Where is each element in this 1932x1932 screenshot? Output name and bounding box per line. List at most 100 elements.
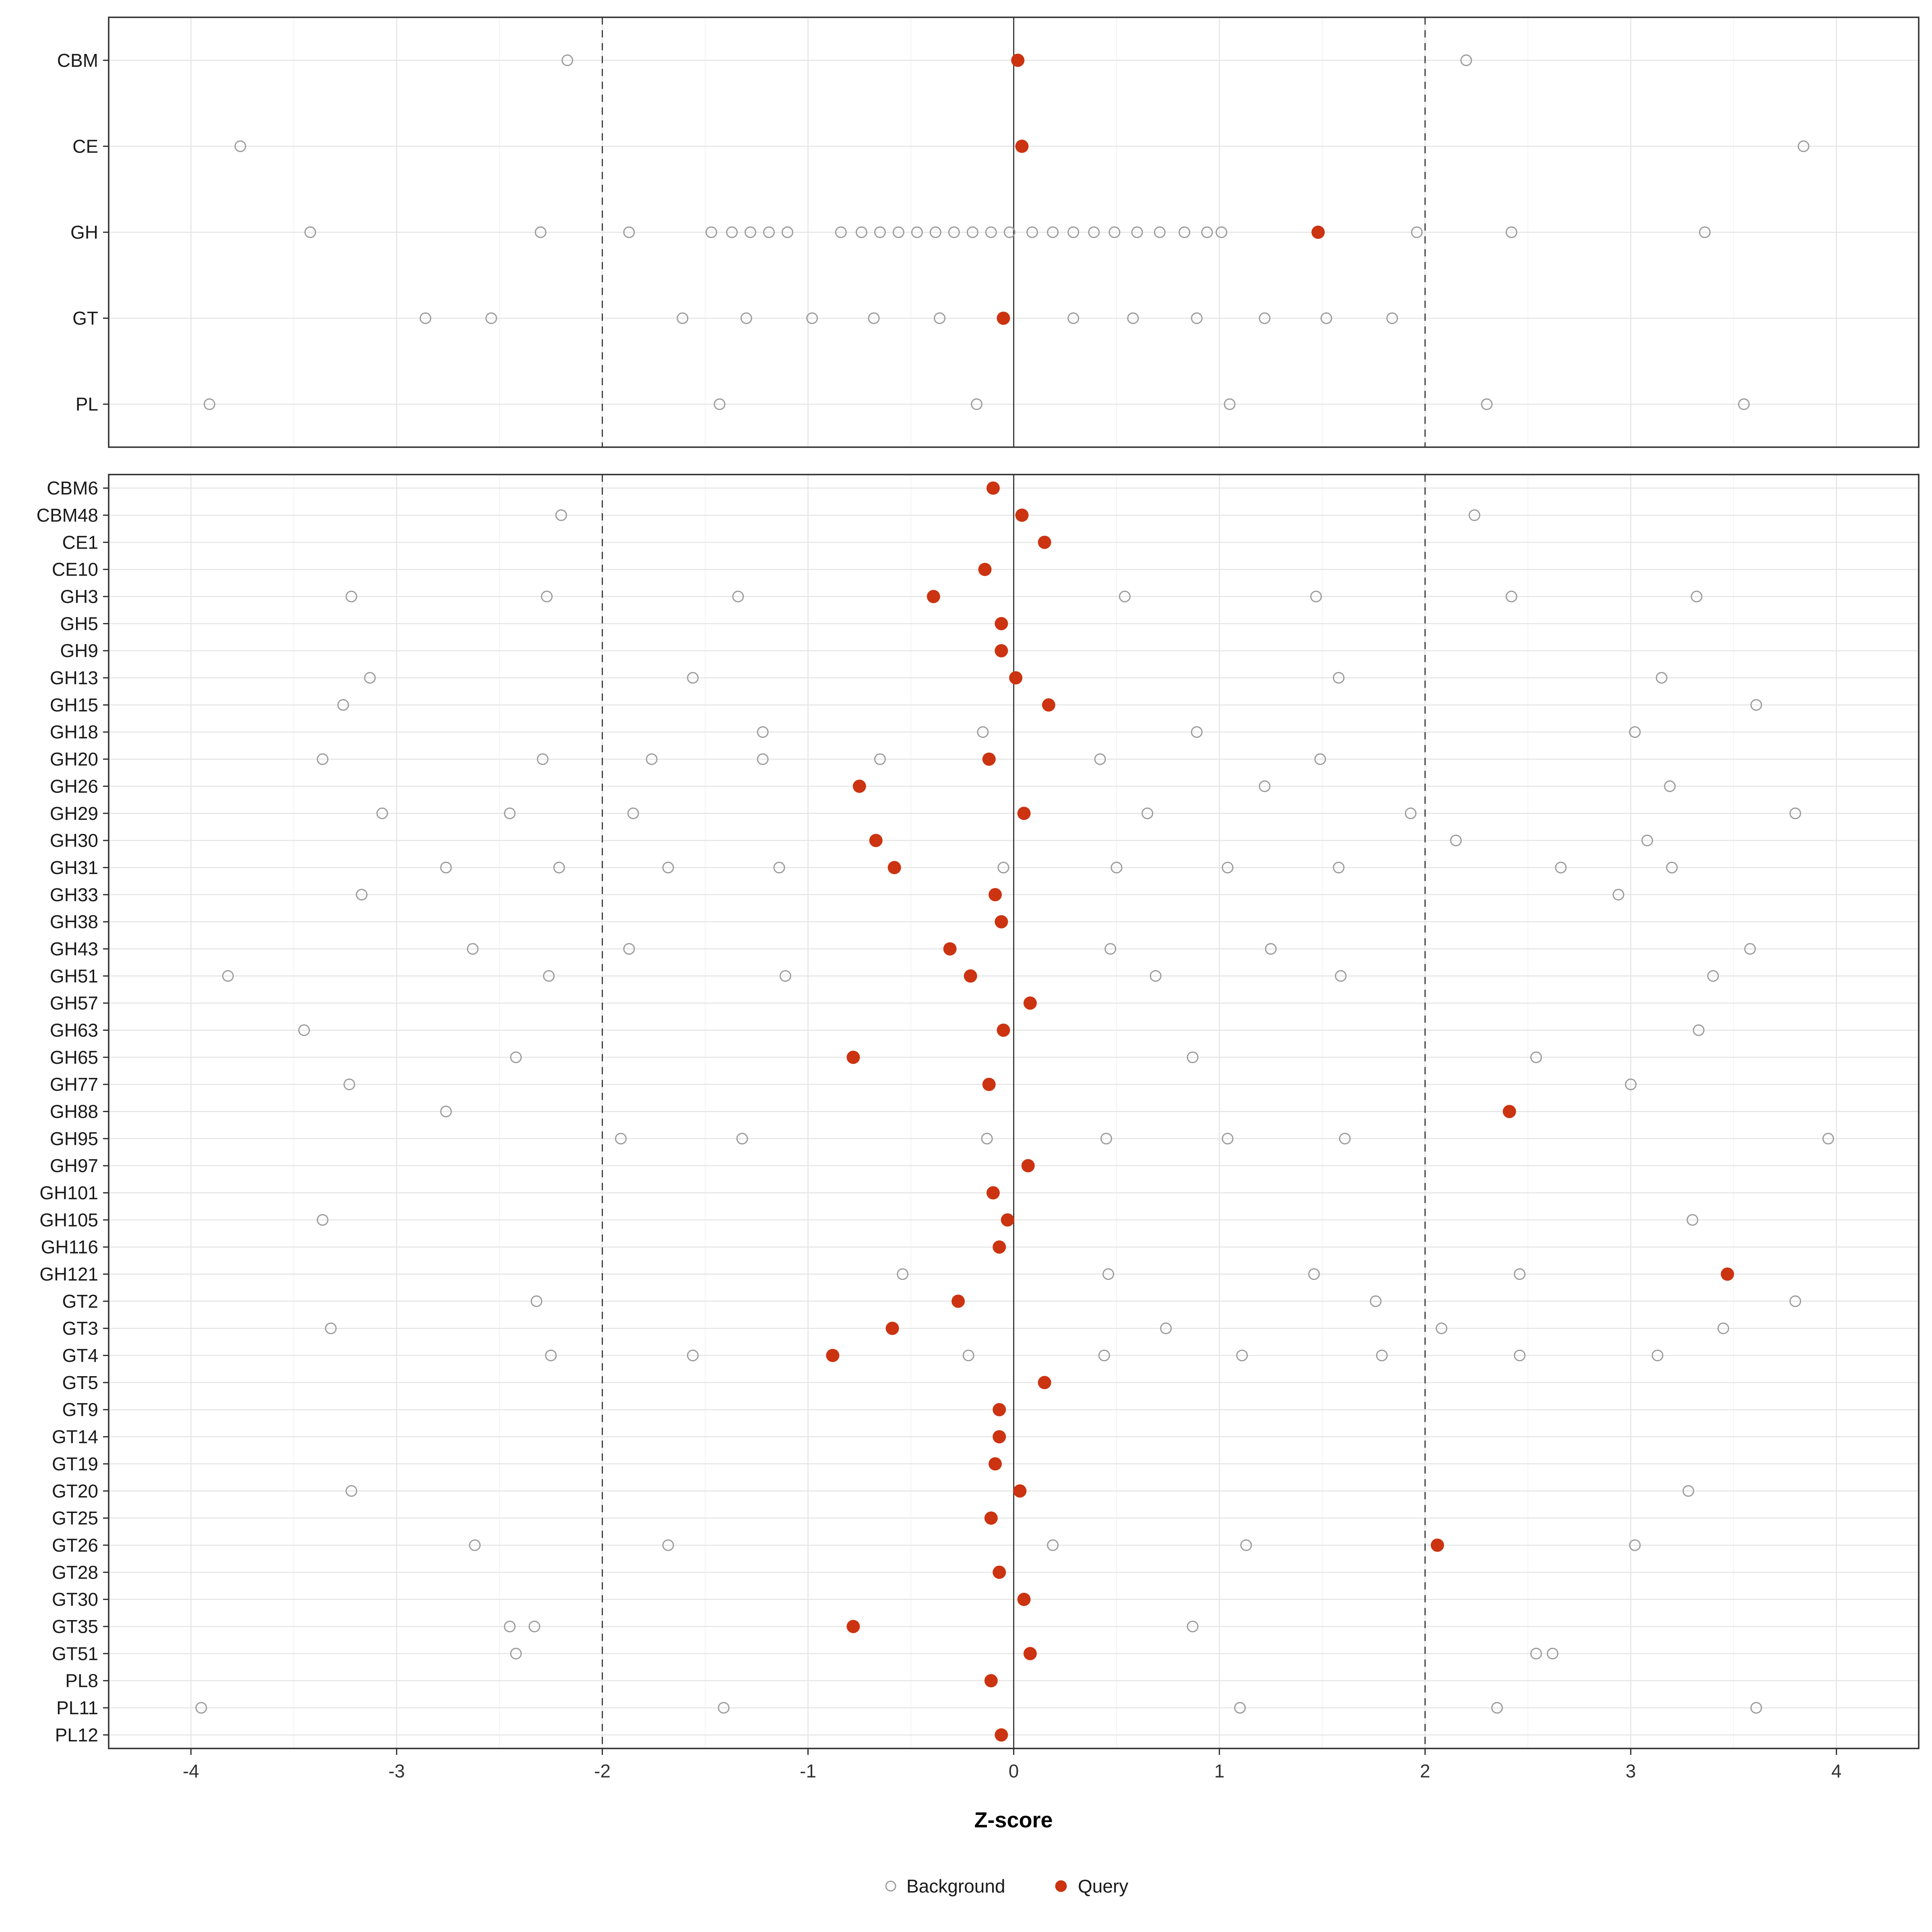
y-axis-label: GH5	[60, 613, 98, 634]
background-point	[1460, 54, 1472, 66]
background-point	[1003, 226, 1016, 238]
query-point	[846, 1620, 860, 1633]
query-point	[888, 861, 901, 874]
background-point	[1150, 970, 1162, 982]
background-point	[646, 753, 658, 765]
background-point	[195, 1702, 207, 1714]
background-point	[1141, 807, 1154, 819]
background-point	[376, 807, 388, 819]
x-tick-label: -4	[183, 1761, 199, 1781]
background-point	[1370, 1295, 1382, 1307]
query-point	[1001, 1213, 1014, 1227]
x-tick-label: 2	[1420, 1761, 1430, 1781]
y-axis-label: GT4	[62, 1345, 98, 1366]
y-axis-label: GH121	[39, 1264, 98, 1285]
background-point	[1127, 312, 1139, 324]
background-point	[543, 970, 555, 982]
background-point	[537, 753, 549, 765]
background-point	[1131, 226, 1143, 238]
background-point	[1047, 226, 1059, 238]
background-point	[705, 226, 717, 238]
background-point	[726, 226, 738, 238]
background-point	[1625, 1078, 1637, 1090]
background-point	[325, 1322, 337, 1334]
background-point	[981, 1133, 993, 1145]
query-point	[1017, 807, 1031, 820]
legend-query-label: Query	[1078, 1876, 1128, 1897]
background-point	[757, 726, 769, 738]
background-point	[781, 226, 793, 238]
query-point	[978, 563, 992, 576]
background-point	[555, 509, 567, 521]
y-axis-label: GT35	[52, 1616, 98, 1637]
background-point	[1222, 1133, 1234, 1145]
background-point	[977, 726, 989, 738]
background-point	[687, 672, 699, 684]
y-axis-label: GT20	[52, 1480, 98, 1501]
legend-background-label: Background	[906, 1876, 1005, 1897]
background-point	[298, 1024, 310, 1036]
background-point	[971, 398, 983, 410]
background-point	[561, 54, 574, 66]
background-point	[740, 312, 752, 324]
background-point	[1798, 140, 1810, 152]
background-point	[419, 312, 431, 324]
background-point	[1744, 943, 1756, 955]
background-point	[1530, 1051, 1542, 1063]
background-point	[736, 1133, 748, 1145]
background-point	[1546, 1647, 1558, 1660]
background-point	[1386, 312, 1398, 324]
y-axis-label: GT19	[52, 1453, 98, 1474]
background-point	[1666, 861, 1678, 873]
background-point	[364, 672, 376, 684]
background-point	[337, 699, 349, 711]
background-point	[304, 226, 316, 238]
background-point	[1094, 753, 1106, 765]
query-point	[995, 644, 1008, 658]
background-point	[1491, 1702, 1503, 1714]
background-point	[1187, 1051, 1199, 1063]
background-point	[1308, 1268, 1320, 1280]
query-point	[1023, 996, 1037, 1010]
query-point	[993, 1403, 1006, 1416]
background-point	[440, 861, 452, 873]
y-axis-label: GH97	[50, 1155, 98, 1176]
y-axis-label: CE	[72, 136, 98, 157]
background-point	[1789, 1295, 1801, 1307]
x-tick-label: -1	[800, 1761, 816, 1781]
background-point	[1067, 226, 1080, 238]
background-point	[1222, 861, 1234, 873]
y-axis-label: GT3	[62, 1318, 98, 1339]
y-axis-label: PL12	[55, 1724, 98, 1745]
y-axis-label: GH105	[39, 1210, 98, 1230]
background-point	[1310, 590, 1322, 603]
background-point	[763, 226, 775, 238]
y-axis-label: GH33	[50, 884, 98, 905]
x-axis: -4 -3 -2 -1 0 1 2 3 4	[183, 1748, 1841, 1781]
background-point	[1102, 1268, 1115, 1280]
background-point	[1191, 726, 1203, 738]
query-point	[993, 1240, 1006, 1254]
background-point	[1224, 398, 1236, 410]
background-point	[343, 1078, 355, 1090]
background-point	[1450, 834, 1462, 846]
background-point	[541, 590, 553, 603]
query-point	[982, 752, 996, 766]
background-point	[528, 1620, 541, 1633]
background-point	[1514, 1350, 1526, 1362]
background-point	[469, 1539, 481, 1551]
x-tick-label: 3	[1626, 1761, 1636, 1781]
query-point	[943, 942, 957, 956]
background-point	[627, 807, 639, 819]
background-point	[1098, 1350, 1110, 1362]
y-axis-label: GH	[70, 222, 98, 243]
background-point	[345, 1485, 357, 1497]
x-tick-label: -3	[388, 1761, 405, 1781]
y-axis-label: PL	[76, 394, 98, 415]
background-point	[874, 226, 886, 238]
y-axis-label: GH9	[60, 640, 98, 661]
background-point	[677, 312, 689, 324]
background-point	[1707, 970, 1719, 982]
background-point	[1119, 590, 1131, 603]
query-point	[1038, 535, 1051, 549]
